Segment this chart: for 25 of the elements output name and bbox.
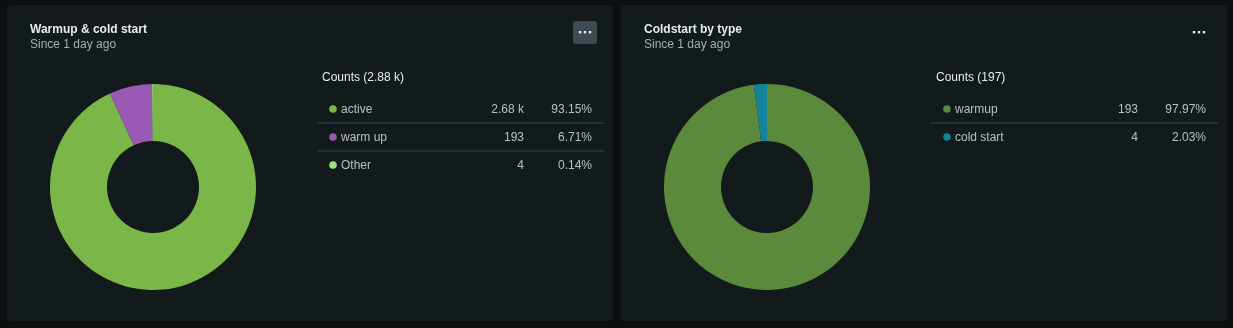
chart-title: Warmup & cold start bbox=[30, 22, 147, 36]
text: 2.03% bbox=[1171, 130, 1207, 144]
legend-label: warm up bbox=[340, 130, 388, 144]
text: 0.14% bbox=[557, 158, 593, 172]
chart-subtitle: Since 1 day ago bbox=[644, 37, 731, 51]
legend-label: active bbox=[341, 102, 373, 116]
legend-label: Other bbox=[341, 158, 372, 172]
donut-slice bbox=[753, 84, 767, 142]
donut-slice bbox=[664, 84, 870, 290]
donut-slice bbox=[50, 84, 256, 290]
data-label: 2.68 k bbox=[491, 102, 525, 116]
legend-title: Counts (2.88 k) bbox=[322, 70, 405, 84]
chart-subtitle: Since 1 day ago bbox=[30, 37, 117, 51]
data-label: 193 bbox=[1117, 102, 1139, 116]
text: 97.97% bbox=[1165, 102, 1207, 116]
text: 6.71% bbox=[557, 130, 593, 144]
chart-title: Coldstart by type bbox=[644, 22, 743, 36]
legend-label: cold start bbox=[955, 130, 1005, 144]
data-label: 193 bbox=[503, 130, 525, 144]
data-label: 4 bbox=[517, 158, 525, 172]
legend-label: warmup bbox=[954, 102, 999, 116]
donut-slice bbox=[110, 84, 153, 146]
legend-title: Counts (197) bbox=[936, 70, 1006, 84]
data-label: 4 bbox=[1131, 130, 1139, 144]
text: 93.15% bbox=[551, 102, 593, 116]
